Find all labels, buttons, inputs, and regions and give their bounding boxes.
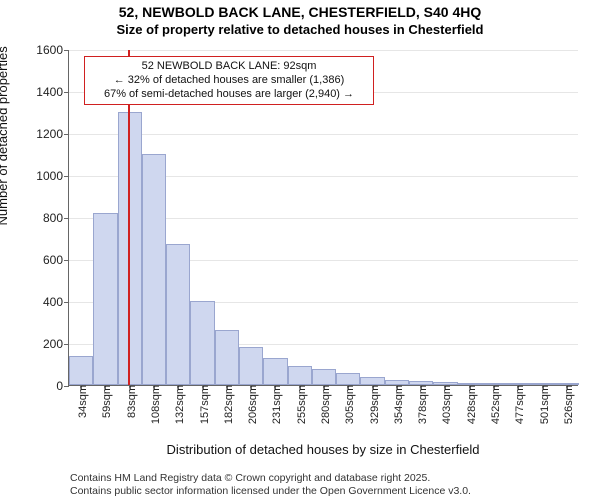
y-tick-label: 1200 [36, 127, 69, 141]
x-tick-label: 403sqm [437, 385, 453, 424]
histogram-bar [288, 366, 312, 385]
chart-subtitle: Size of property relative to detached ho… [0, 22, 600, 38]
x-tick-label: 428sqm [462, 385, 478, 424]
x-tick-label: 378sqm [413, 385, 429, 424]
histogram-bar [312, 369, 336, 385]
x-tick-label: 206sqm [243, 385, 259, 424]
x-tick-label: 59sqm [97, 385, 113, 418]
y-tick-label: 0 [56, 379, 69, 393]
x-tick-label: 477sqm [510, 385, 526, 424]
x-tick-label: 452sqm [486, 385, 502, 424]
gridline [69, 50, 578, 51]
x-tick-label: 329sqm [365, 385, 381, 424]
y-tick-label: 800 [43, 211, 69, 225]
histogram-bar [142, 154, 166, 385]
x-tick-label: 83sqm [122, 385, 138, 418]
x-tick-label: 255sqm [292, 385, 308, 424]
footer-note: Contains HM Land Registry data © Crown c… [70, 472, 471, 498]
histogram-bar [69, 356, 93, 385]
histogram-bar [118, 112, 142, 385]
x-axis-title: Distribution of detached houses by size … [68, 442, 578, 457]
x-tick-label: 34sqm [73, 385, 89, 418]
y-tick-label: 1600 [36, 43, 69, 57]
histogram-bar [239, 347, 263, 385]
x-tick-label: 526sqm [559, 385, 575, 424]
x-tick-label: 501sqm [535, 385, 551, 424]
histogram-bar [93, 213, 117, 385]
x-tick-label: 108sqm [146, 385, 162, 424]
chart-container: 52, NEWBOLD BACK LANE, CHESTERFIELD, S40… [0, 4, 600, 504]
x-tick-label: 157sqm [195, 385, 211, 424]
y-tick-label: 1400 [36, 85, 69, 99]
footer-line: Contains HM Land Registry data © Crown c… [70, 472, 471, 485]
histogram-bar [336, 373, 360, 385]
histogram-bar [190, 301, 214, 385]
annotation-line: ← 32% of detached houses are smaller (1,… [91, 74, 367, 88]
histogram-bar [263, 358, 287, 385]
x-tick-label: 305sqm [340, 385, 356, 424]
y-tick-label: 1000 [36, 169, 69, 183]
annotation-line: 52 NEWBOLD BACK LANE: 92sqm [91, 60, 367, 74]
histogram-bar [166, 244, 190, 385]
y-axis-title: Number of detached properties [0, 46, 10, 225]
gridline [69, 134, 578, 135]
y-tick-label: 200 [43, 337, 69, 351]
x-tick-label: 231sqm [267, 385, 283, 424]
y-tick-label: 600 [43, 253, 69, 267]
x-tick-label: 132sqm [170, 385, 186, 424]
annotation-box: 52 NEWBOLD BACK LANE: 92sqm ← 32% of det… [84, 56, 374, 105]
chart-title: 52, NEWBOLD BACK LANE, CHESTERFIELD, S40… [0, 4, 600, 21]
x-tick-label: 354sqm [389, 385, 405, 424]
y-tick-label: 400 [43, 295, 69, 309]
footer-line: Contains public sector information licen… [70, 485, 471, 498]
histogram-bar [360, 377, 384, 385]
x-tick-label: 182sqm [219, 385, 235, 424]
x-tick-label: 280sqm [316, 385, 332, 424]
histogram-bar [215, 330, 239, 385]
annotation-line: 67% of semi-detached houses are larger (… [91, 88, 367, 102]
